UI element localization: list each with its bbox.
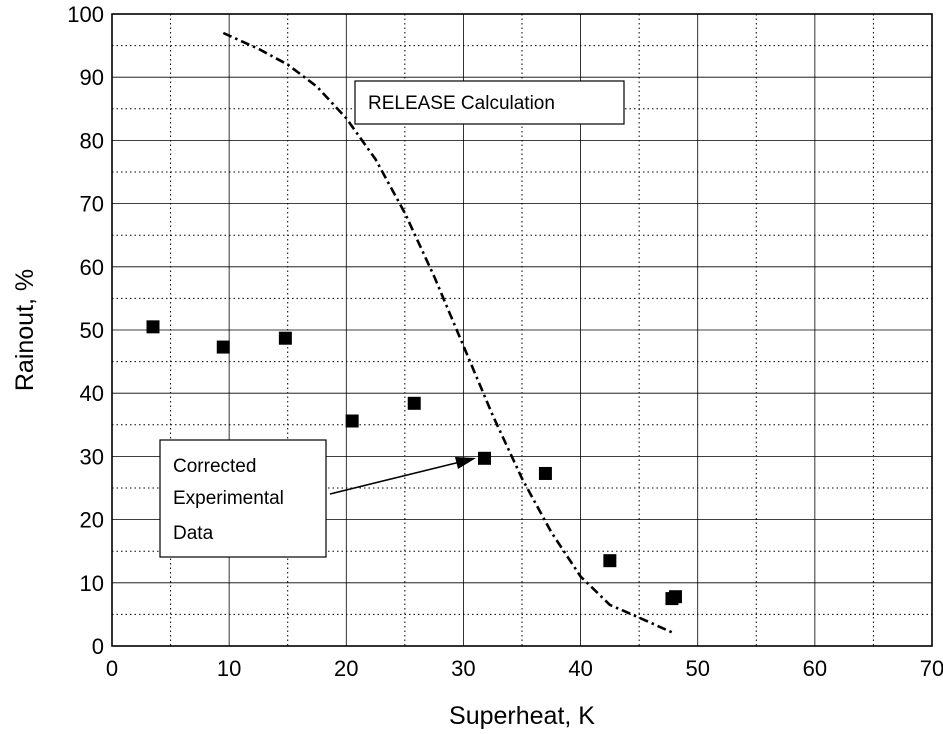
x-tick-label: 40 [568,656,592,681]
data-series [146,31,682,635]
experimental-data-point [407,396,421,410]
x-tick-label: 70 [920,656,943,681]
experimental-data-point [345,414,359,428]
plot-frame [111,13,933,647]
annotation-line-corrected: Corrected [173,456,256,477]
y-tick-label: 20 [80,508,104,533]
x-tick-label: 60 [803,656,827,681]
experimental-data-point [278,331,292,345]
y-tick-label: 60 [80,255,104,280]
y-tick-label: 50 [80,318,104,343]
annotation-line-experimental: Experimental [173,488,284,509]
x-tick-label: 0 [106,656,118,681]
y-tick-label: 30 [80,444,104,469]
y-tick-label: 80 [80,128,104,153]
y-tick-label: 100 [67,2,104,27]
axis-ticks: 0 10 20 30 40 50 60 70 0 10 20 30 40 50 60 70 80 90 100 [67,2,943,681]
x-tick-label: 50 [685,656,709,681]
y-tick-label: 90 [80,65,104,90]
y-tick-label: 0 [92,634,104,659]
experimental-data-point [538,466,552,480]
experimental-data-point [146,320,160,334]
experimental-data-point [478,451,492,465]
corrected-experimental-data-label: Corrected Experimental Data [159,439,476,558]
annotation-arrow-head [455,457,476,469]
x-tick-label: 20 [334,656,358,681]
release-calculation-label: RELEASE Calculation [354,80,625,125]
y-tick-label: 40 [80,381,104,406]
y-axis-title: Rainout, % [11,269,39,391]
annotation-arrow-shaft [329,461,461,495]
x-tick-label: 30 [451,656,475,681]
experimental-data-point [668,590,682,604]
release-calculation-curve [222,31,675,635]
x-tick-label: 10 [217,656,241,681]
release-calculation-box [354,80,625,125]
experimental-data-point [216,340,230,354]
release-calculation-text: RELEASE Calculation [368,93,555,114]
annotation-line-data: Data [173,523,214,544]
y-tick-label: 70 [80,192,104,217]
x-axis-title: Superheat, K [449,702,595,730]
corrected-experimental-data-box [159,439,327,558]
experimental-data-point [603,554,617,568]
y-tick-label: 10 [80,571,104,596]
